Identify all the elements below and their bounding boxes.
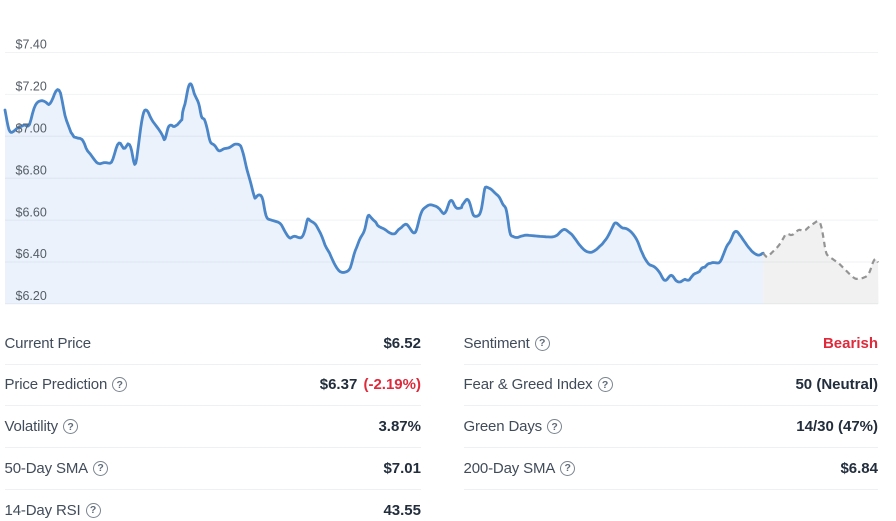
svg-text:$7.00: $7.00 (16, 122, 47, 136)
svg-text:$6.60: $6.60 (16, 205, 47, 219)
svg-text:$7.20: $7.20 (16, 80, 47, 94)
svg-text:$6.40: $6.40 (16, 247, 47, 261)
svg-text:$6.80: $6.80 (16, 163, 47, 177)
svg-text:$7.40: $7.40 (16, 38, 47, 52)
svg-text:$6.20: $6.20 (16, 289, 47, 303)
